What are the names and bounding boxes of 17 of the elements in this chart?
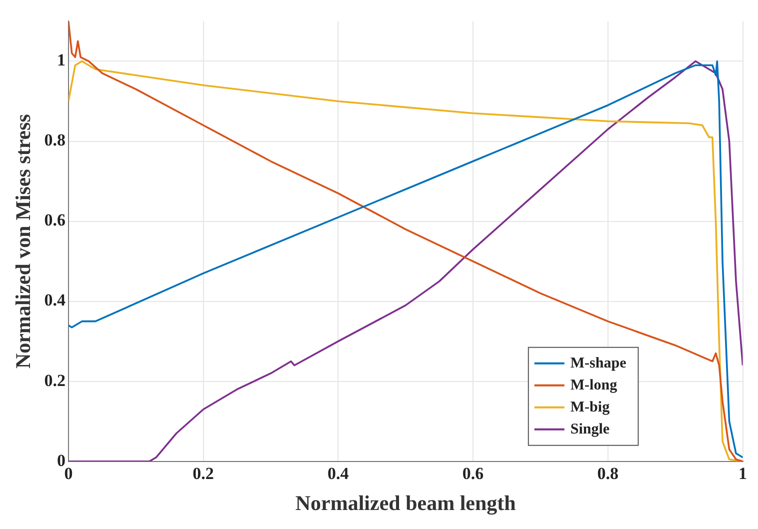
y-tick-label: 0.2 (44, 370, 66, 390)
y-tick-label: 0.8 (44, 130, 66, 150)
legend-label: Single (570, 421, 610, 438)
y-tick-label: 0 (56, 450, 66, 470)
x-tick-label: 1 (738, 464, 747, 483)
legend-label: M-big (570, 399, 610, 416)
legend-label: M-long (570, 377, 618, 394)
y-tick-label: 0.4 (44, 290, 66, 310)
x-tick-label: 0.6 (462, 464, 484, 483)
y-tick-label: 1 (56, 50, 66, 70)
y-axis-title: Normalized von Mises stress (11, 114, 36, 369)
x-axis-title: Normalized beam length (295, 490, 516, 515)
legend-label: M-shape (570, 355, 627, 372)
y-tick-label: 0.6 (44, 210, 66, 230)
x-tick-label: 0.2 (192, 464, 214, 483)
x-tick-label: 0.8 (597, 464, 619, 483)
x-tick-label: 0.4 (328, 464, 350, 483)
